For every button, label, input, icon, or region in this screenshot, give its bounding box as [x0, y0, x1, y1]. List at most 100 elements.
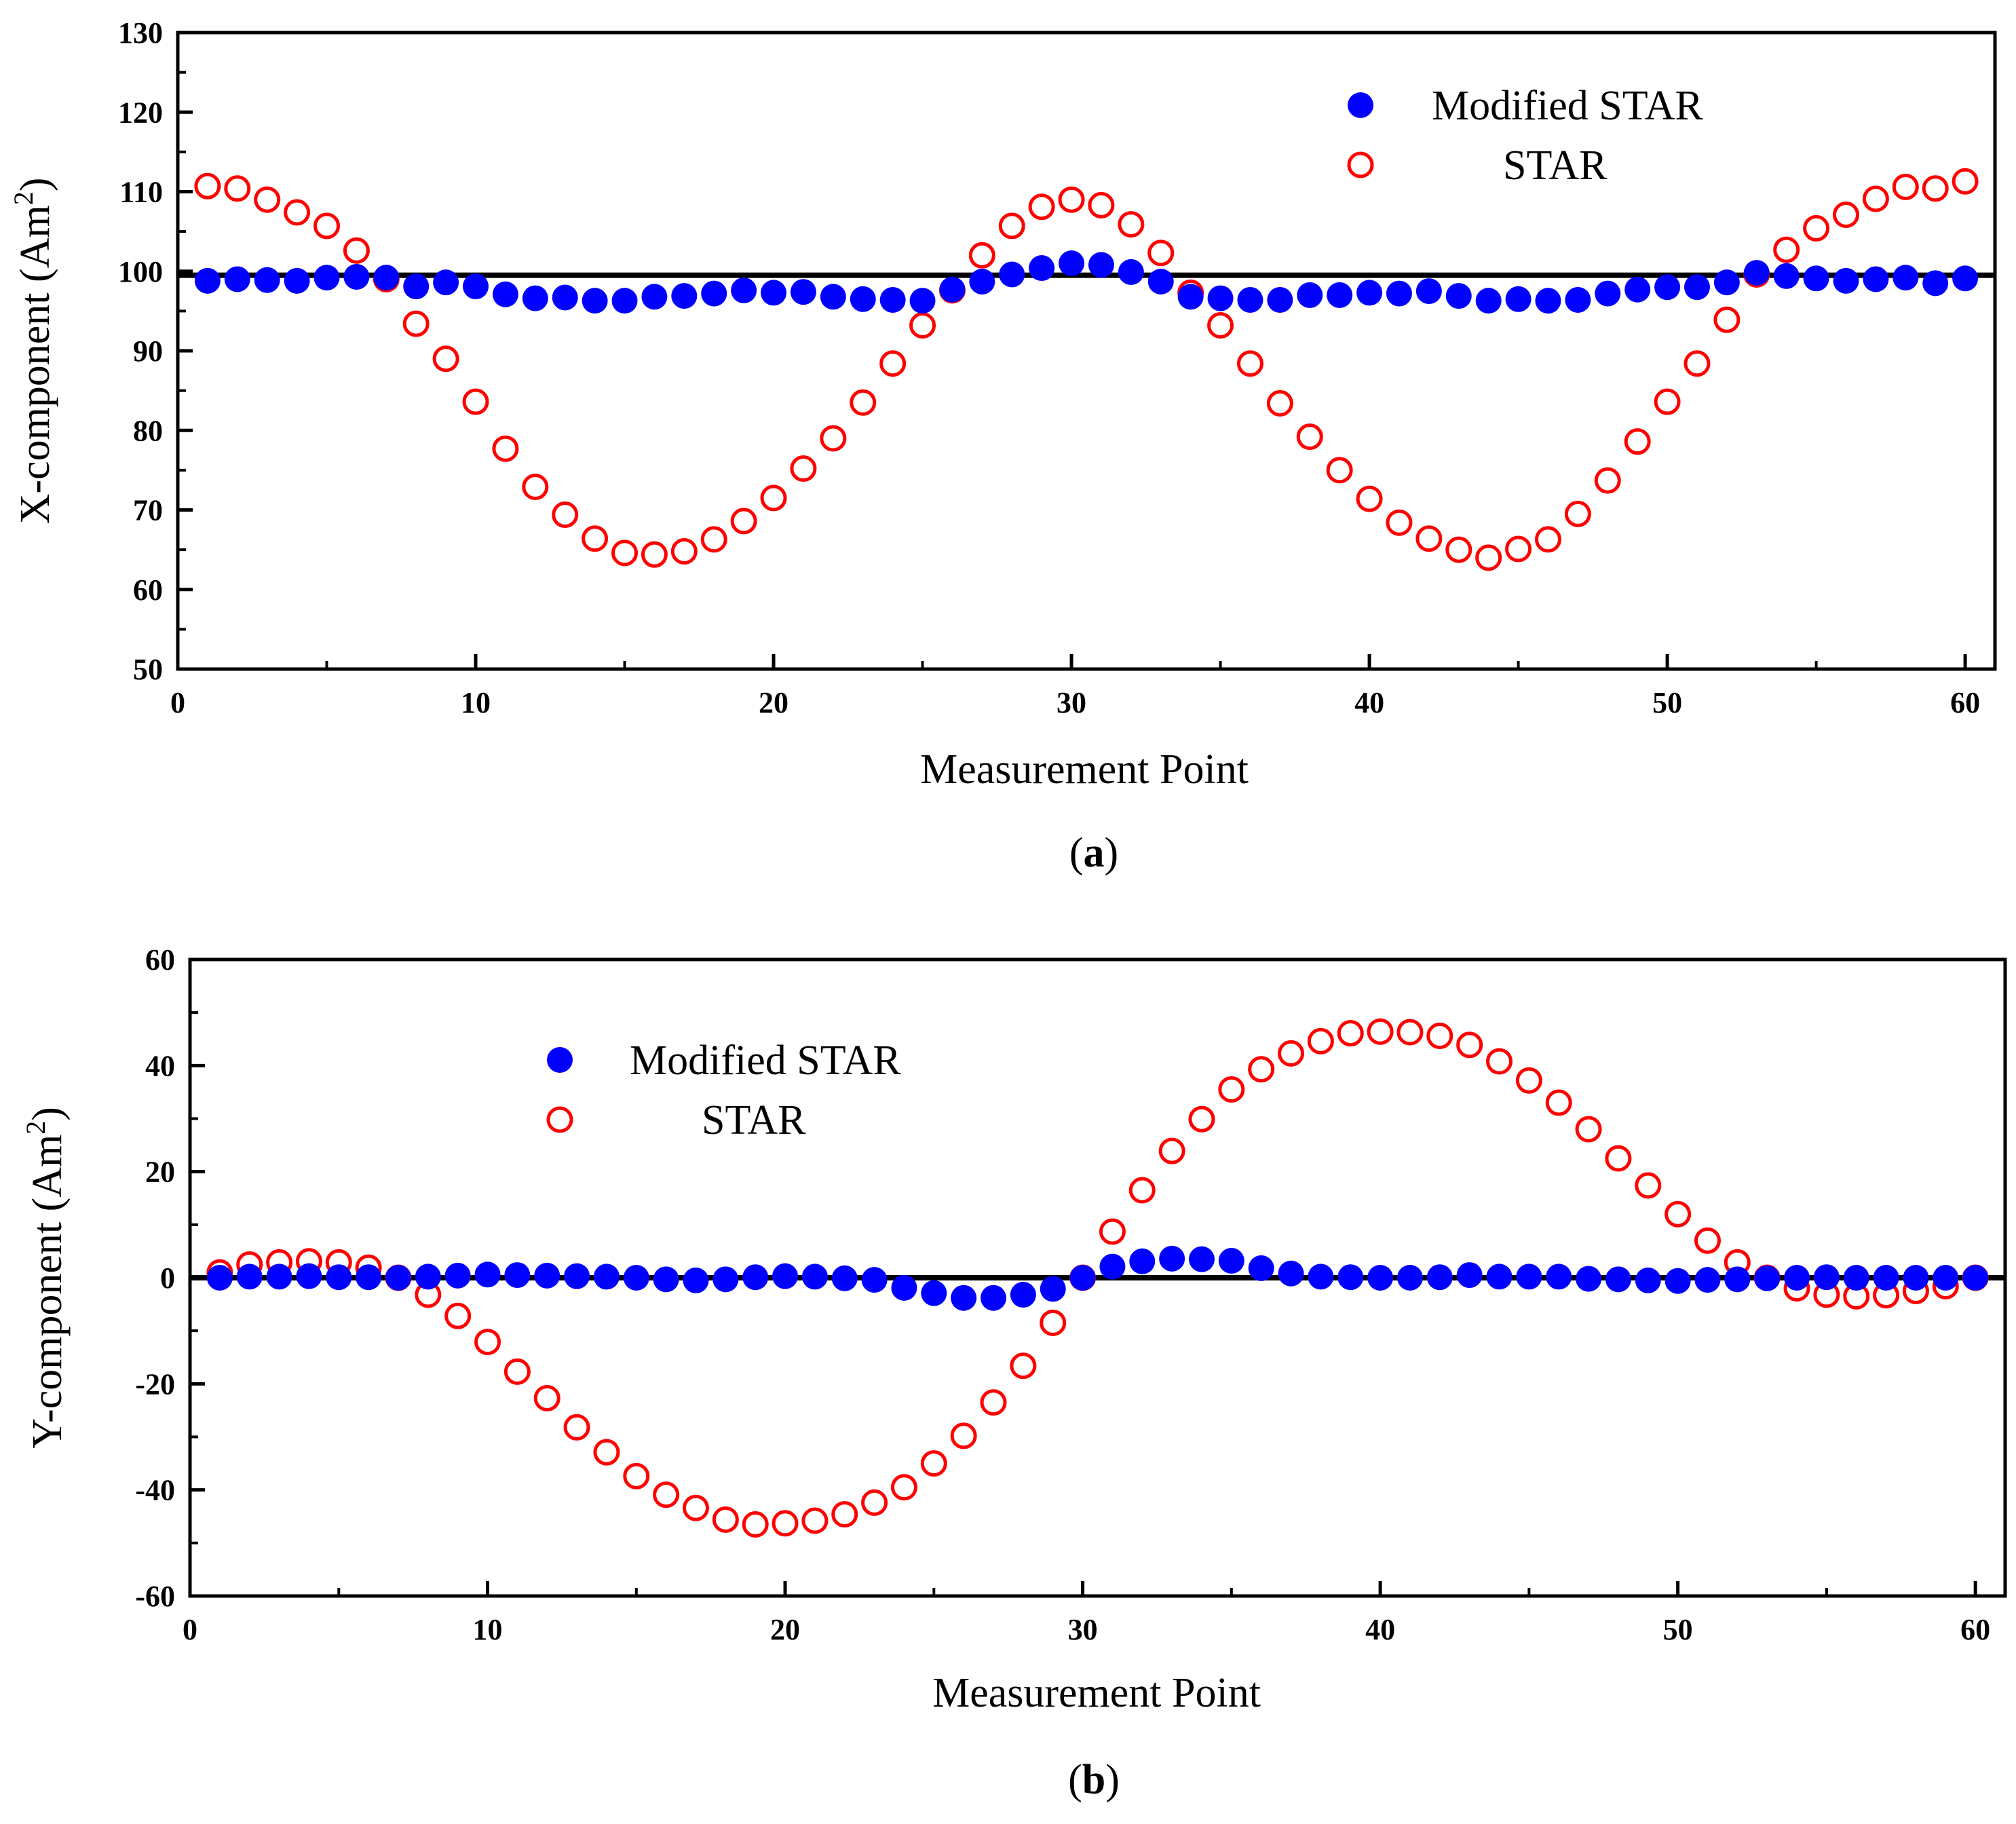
point-modified-star	[909, 288, 936, 314]
point-star	[1594, 467, 1621, 494]
point-star	[1367, 1018, 1394, 1045]
point-modified-star	[1952, 265, 1979, 292]
point-star	[801, 1507, 829, 1534]
point-modified-star	[790, 279, 816, 305]
point-modified-star	[593, 1264, 620, 1290]
point-modified-star	[671, 283, 698, 309]
point-modified-star	[701, 280, 727, 307]
point-modified-star	[1297, 282, 1323, 308]
x-tick-label: 60	[1960, 1613, 1990, 1646]
point-modified-star	[504, 1262, 531, 1289]
point-modified-star	[1248, 1255, 1274, 1281]
point-star	[533, 1384, 560, 1411]
point-star	[593, 1439, 620, 1466]
point-modified-star	[1426, 1264, 1453, 1291]
point-modified-star	[641, 284, 668, 310]
point-star	[1128, 1177, 1156, 1204]
point-star	[224, 175, 251, 202]
point-star	[1266, 390, 1293, 417]
point-modified-star	[820, 284, 846, 310]
point-star	[909, 311, 936, 339]
y-tick-label: 20	[145, 1156, 175, 1189]
point-modified-star	[1743, 260, 1770, 286]
point-modified-star	[415, 1264, 441, 1290]
point-star	[772, 1510, 799, 1537]
point-modified-star	[1605, 1266, 1631, 1293]
panel-b-x-axis-label: Measurement Point	[932, 1670, 1261, 1716]
point-star	[1188, 1105, 1215, 1133]
x-tick-label: 10	[461, 686, 491, 719]
point-star	[194, 172, 221, 200]
point-star	[1118, 211, 1145, 238]
point-modified-star	[284, 267, 310, 294]
point-modified-star	[403, 273, 430, 300]
point-modified-star	[1147, 268, 1174, 294]
point-modified-star	[1396, 1265, 1423, 1291]
point-star	[1456, 1031, 1483, 1059]
y-tick-label: 70	[133, 494, 163, 527]
x-tick-label: 60	[1950, 686, 1980, 719]
point-modified-star	[1267, 286, 1293, 313]
panel-b-plot-frame	[188, 957, 2007, 1598]
point-modified-star	[861, 1267, 888, 1293]
point-star	[670, 537, 698, 565]
panel-b-ticks: 0 10 20 30 40 50 60 -60 -40 -20 0 20 40 60	[135, 943, 1990, 1646]
point-star	[682, 1494, 709, 1521]
point-star	[1635, 1172, 1662, 1199]
point-modified-star	[1415, 278, 1442, 305]
point-star	[563, 1413, 590, 1441]
point-modified-star	[1724, 1266, 1751, 1293]
panel-a-ticks: 0 10 20 30 40 50 60 50 60 70 80 90 100 110 120 130	[118, 16, 1980, 719]
point-modified-star	[206, 1265, 233, 1291]
y-tick-label: 60	[133, 573, 163, 607]
point-modified-star	[1040, 1276, 1066, 1302]
point-star	[742, 1510, 769, 1538]
panel-a-chart: 0 10 20 30 40 50 60 50 60 70 80 90 100 110 120 130 Meas…	[8, 16, 1997, 876]
point-modified-star	[1962, 1265, 1989, 1291]
point-star	[313, 212, 341, 240]
point-star	[1564, 500, 1591, 527]
point-star	[1278, 1040, 1305, 1067]
point-modified-star	[1278, 1260, 1304, 1287]
point-modified-star	[1010, 1282, 1036, 1308]
point-star	[850, 389, 877, 416]
point-modified-star	[921, 1280, 947, 1306]
point-star	[1426, 1023, 1453, 1050]
point-modified-star	[373, 265, 400, 291]
point-star	[760, 484, 787, 512]
point-modified-star	[1356, 280, 1383, 306]
x-tick-label: 10	[473, 1613, 503, 1646]
panel-b-legend: Modified STAR STAR	[546, 1038, 901, 1143]
point-modified-star	[492, 281, 518, 307]
point-star	[444, 1302, 472, 1329]
point-modified-star	[1516, 1264, 1542, 1290]
point-star	[582, 525, 609, 552]
x-tick-label: 50	[1663, 1613, 1693, 1646]
point-modified-star	[1188, 1246, 1215, 1272]
point-modified-star	[1237, 286, 1263, 313]
point-modified-star	[1843, 1265, 1869, 1291]
point-star	[1248, 1056, 1275, 1083]
point-star	[700, 526, 727, 553]
point-modified-star	[712, 1266, 739, 1293]
point-star	[1534, 526, 1561, 553]
point-star	[462, 388, 489, 415]
point-star	[623, 1462, 650, 1489]
y-tick-label: 50	[133, 653, 163, 686]
point-modified-star	[1069, 1265, 1096, 1291]
point-modified-star	[939, 276, 966, 303]
point-modified-star	[1922, 270, 1949, 297]
point-modified-star	[1624, 276, 1651, 303]
point-star	[1892, 173, 1919, 200]
y-tick-label: 120	[118, 96, 163, 129]
point-star	[790, 455, 817, 482]
point-modified-star	[266, 1264, 292, 1290]
point-modified-star	[1218, 1247, 1244, 1274]
point-star	[1952, 168, 1979, 195]
y-tick-label: -60	[135, 1580, 175, 1613]
point-modified-star	[463, 273, 489, 300]
point-star	[730, 508, 757, 535]
panel-a-y-axis-label: X-component (Am2)	[8, 178, 58, 525]
point-modified-star	[1118, 259, 1144, 285]
point-star	[1158, 1137, 1185, 1164]
